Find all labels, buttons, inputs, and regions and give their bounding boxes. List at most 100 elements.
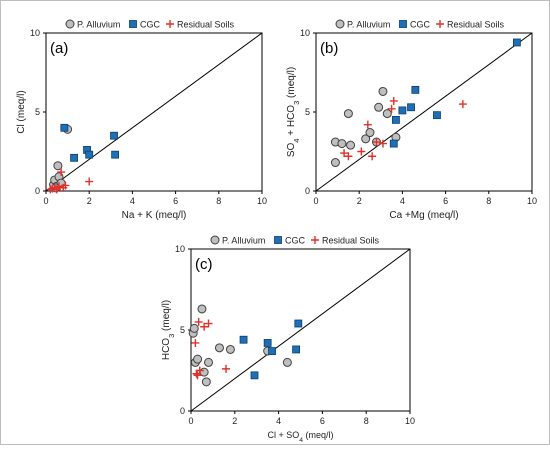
alluvium-point-c [204, 357, 214, 367]
cgc-point-a [110, 131, 118, 140]
alluvium-point-a [53, 161, 63, 171]
cgc-point-c [292, 345, 301, 354]
cgc-point-c [268, 347, 276, 355]
x-tick-label-b: 10 [527, 196, 537, 206]
x-tick-label-b: 2 [357, 196, 362, 206]
residual-point-b [378, 139, 387, 148]
x-tick-label-a: 4 [130, 196, 135, 206]
legend-marker-b [399, 20, 407, 28]
legend-marker-b [436, 20, 444, 28]
legend-marker-b [335, 19, 345, 29]
residual-point-b [372, 138, 381, 147]
alluvium-point-c [201, 377, 211, 387]
residual-point-c [191, 338, 200, 347]
cgc-point-c [239, 335, 248, 344]
x-tick-label-c: 4 [276, 416, 281, 426]
alluvium-point-b [337, 139, 347, 149]
residual-point-b [368, 152, 377, 161]
x-tick-label-b: 8 [486, 196, 491, 206]
alluvium-point-b [382, 109, 392, 119]
legend-marker-c [311, 236, 319, 244]
legend-label-a: P. Alluvium [77, 20, 120, 30]
y-tick-label-b: 10 [300, 28, 310, 38]
cgc-point-b [407, 103, 415, 112]
residual-point-c [195, 366, 204, 375]
residual-point-b [344, 152, 353, 161]
cgc-point-a [111, 150, 120, 159]
cgc-point-a [60, 123, 69, 132]
x-tick-label-a: 8 [216, 196, 221, 206]
x-axis-label-c: Cl + SO4 (meq/l) [267, 430, 333, 444]
cgc-point-b [398, 106, 407, 115]
reference-line-c [190, 248, 411, 412]
legend-label-a: CGC [140, 20, 161, 30]
legend-marker-a [166, 20, 174, 28]
alluvium-point-c [225, 344, 235, 354]
y-axis-label-a: Cl (meq/l) [16, 90, 27, 133]
cgc-point-b [411, 85, 420, 94]
x-tick-label-b: 4 [400, 196, 405, 206]
residual-point-b [357, 147, 366, 156]
x-tick-label-c: 0 [188, 416, 193, 426]
alluvium-point-c [214, 343, 224, 353]
panel-label-c: (c) [195, 256, 213, 273]
residual-point-c [222, 364, 231, 373]
x-tick-label-c: 8 [364, 416, 369, 426]
y-tick-label-b: 5 [305, 107, 310, 117]
alluvium-point-c [189, 323, 199, 333]
x-tick-label-a: 0 [43, 196, 48, 206]
residual-point-b [340, 149, 349, 158]
y-axis-label-b: SO4 + HCO3 (meq/l) [286, 67, 301, 157]
alluvium-point-b [330, 158, 340, 168]
residual-point-b [387, 104, 396, 113]
residual-point-c [204, 319, 213, 328]
legend-marker-a [129, 20, 137, 28]
x-axis-label-b: Ca +Mg (meq/l) [389, 210, 458, 221]
y-tick-label-c: 10 [175, 244, 185, 254]
legend-label-b: Residual Soils [447, 20, 505, 30]
y-tick-label-a: 5 [35, 107, 40, 117]
alluvium-point-b [374, 102, 384, 112]
legend-marker-a [65, 19, 75, 29]
cgc-point-b [389, 139, 398, 148]
alluvium-point-b [365, 128, 375, 138]
x-tick-label-a: 6 [173, 196, 178, 206]
residual-point-c [200, 322, 209, 331]
alluvium-point-b [361, 134, 371, 144]
y-tick-label-a: 10 [30, 28, 40, 38]
cgc-point-c [250, 371, 259, 380]
cgc-point-a [70, 153, 78, 162]
residual-point-a [54, 182, 63, 191]
legend-label-a: Residual Soils [177, 20, 235, 30]
alluvium-point-c [282, 357, 292, 367]
legend-marker-c [210, 235, 220, 245]
y-axis-label-c: HCO3 (meq/l) [161, 300, 176, 360]
reference-line-a [45, 32, 263, 192]
residual-point-a [85, 177, 94, 186]
cgc-point-c [294, 319, 303, 328]
cgc-point-b [392, 116, 400, 124]
reference-line-b [315, 32, 533, 192]
panel-label-b: (b) [320, 40, 338, 57]
residual-point-c [194, 317, 203, 326]
x-tick-label-c: 10 [405, 416, 415, 426]
x-tick-label-a: 10 [257, 196, 267, 206]
x-axis-label-a: Na + K (meq/l) [122, 210, 187, 221]
alluvium-point-c [197, 304, 207, 314]
cgc-point-b [433, 111, 441, 120]
legend-label-b: P. Alluvium [347, 20, 390, 30]
cgc-point-b [512, 38, 521, 47]
y-tick-label-a: 0 [35, 186, 40, 196]
x-tick-label-c: 2 [232, 416, 237, 426]
y-tick-label-c: 0 [180, 406, 185, 416]
y-tick-label-b: 0 [305, 186, 310, 196]
cgc-point-a [85, 150, 94, 159]
residual-point-b [389, 96, 398, 105]
residual-point-a [57, 168, 66, 177]
alluvium-point-b [378, 86, 388, 96]
alluvium-point-b [343, 109, 353, 119]
panel-label-a: (a) [50, 40, 68, 57]
x-tick-label-b: 6 [443, 196, 448, 206]
